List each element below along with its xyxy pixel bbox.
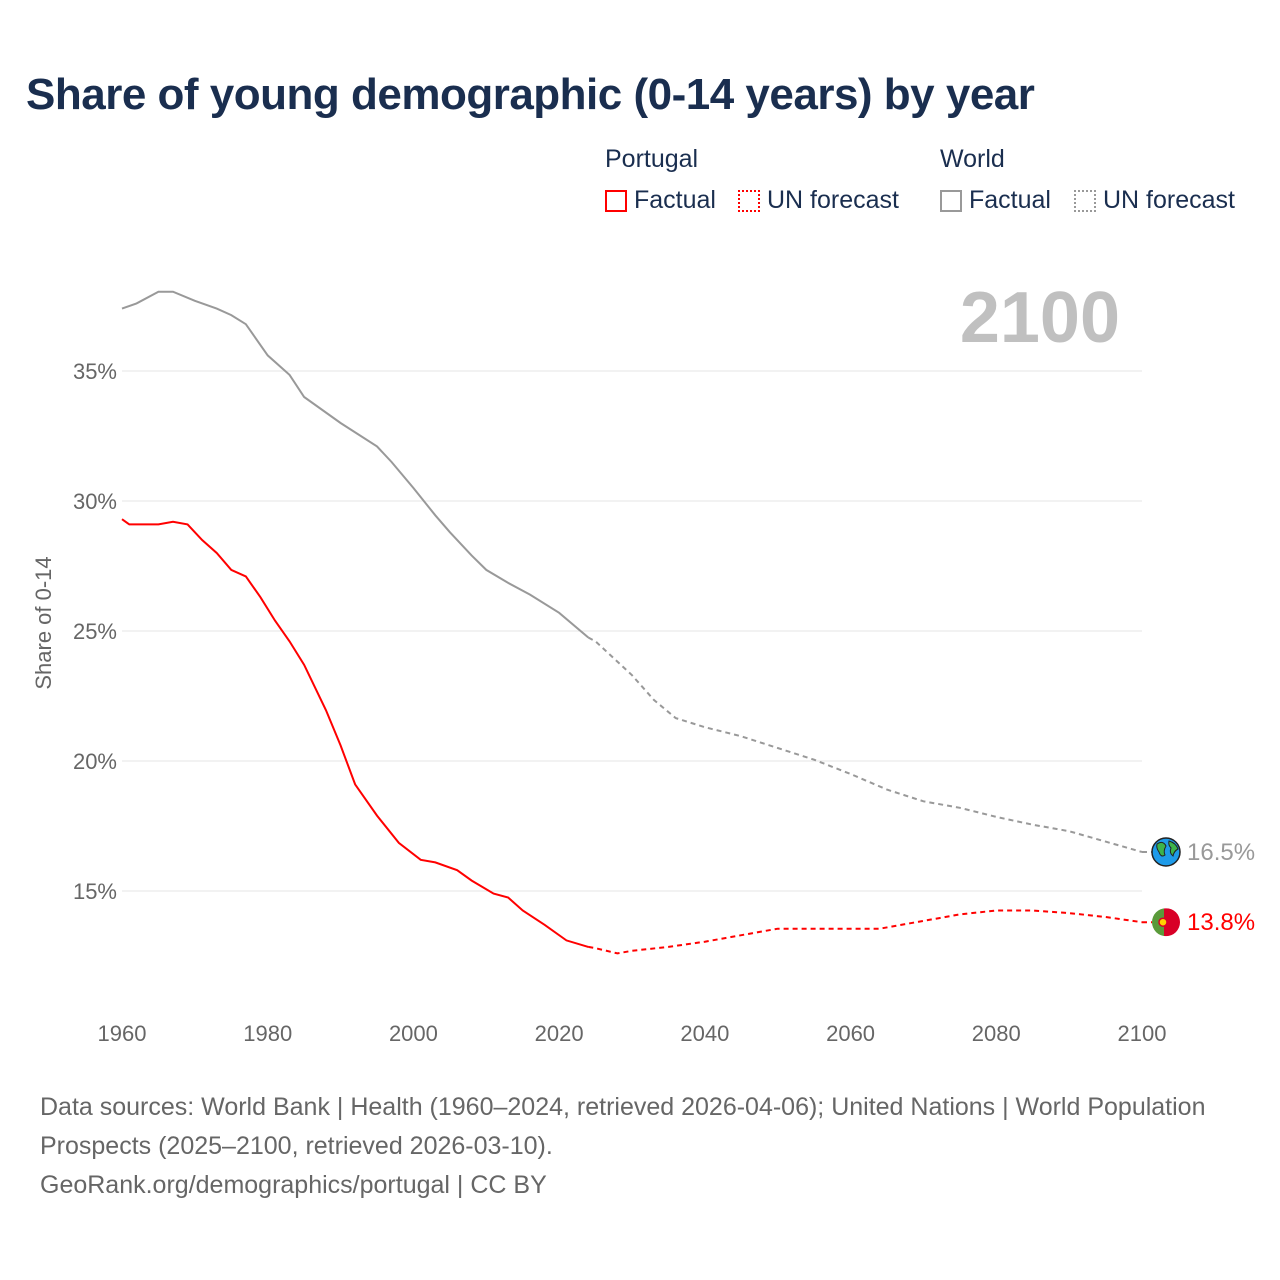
- legend-group-world: World: [940, 145, 1005, 173]
- x-tick-label: 2000: [389, 1021, 438, 1046]
- legend-label: UN forecast: [767, 186, 899, 214]
- x-tick-label: 1960: [98, 1021, 147, 1046]
- year-indicator: 2100: [960, 278, 1120, 358]
- legend-swatch: [940, 189, 962, 212]
- world-forecast-line: [587, 636, 1143, 853]
- legend-world-forecast[interactable]: UN forecast: [1074, 186, 1235, 215]
- legend-swatch: [1074, 189, 1096, 212]
- world-end-label: 16.5%: [1187, 839, 1255, 866]
- legend-label: Factual: [634, 186, 716, 214]
- x-tick-label: 2080: [972, 1021, 1021, 1046]
- x-tick-label: 2040: [680, 1021, 729, 1046]
- legend-portugal-factual[interactable]: Factual: [605, 186, 716, 215]
- footer: Data sources: World Bank | Health (1960–…: [40, 1088, 1240, 1205]
- legend-group-portugal: Portugal: [605, 145, 699, 173]
- portugal-forecast-line: [588, 909, 1143, 955]
- legend-world-factual[interactable]: Factual: [940, 186, 1051, 215]
- attribution-link[interactable]: GeoRank.org/demographics/portugal | CC B…: [40, 1171, 547, 1199]
- y-tick-label: 15%: [73, 879, 117, 904]
- x-tick-label: 1980: [243, 1021, 292, 1046]
- legend-portugal-forecast[interactable]: UN forecast: [738, 186, 899, 215]
- data-sources: Data sources: World Bank | Health (1960–…: [40, 1093, 1206, 1160]
- y-tick-label: 30%: [73, 489, 117, 514]
- x-tick-label: 2020: [535, 1021, 584, 1046]
- portugal-end-label: 13.8%: [1187, 909, 1255, 936]
- world-factual-line: [121, 290, 589, 639]
- y-tick-label: 25%: [73, 619, 117, 644]
- y-tick-label: 20%: [73, 749, 117, 774]
- legend-swatch: [605, 189, 627, 212]
- y-tick-label: 35%: [73, 359, 117, 384]
- portugal-factual-line: [121, 518, 589, 948]
- globe-icon: [1151, 837, 1181, 867]
- legend-label: UN forecast: [1103, 186, 1235, 214]
- x-tick-label: 2060: [826, 1021, 875, 1046]
- legend-swatch: [738, 189, 760, 212]
- y-axis-label: Share of 0-14: [31, 556, 56, 689]
- chart-title: Share of young demographic (0-14 years) …: [26, 70, 1035, 119]
- portugal-flag-icon: [1152, 908, 1180, 937]
- legend-label: Factual: [969, 186, 1051, 214]
- x-tick-label: 2100: [1118, 1021, 1167, 1046]
